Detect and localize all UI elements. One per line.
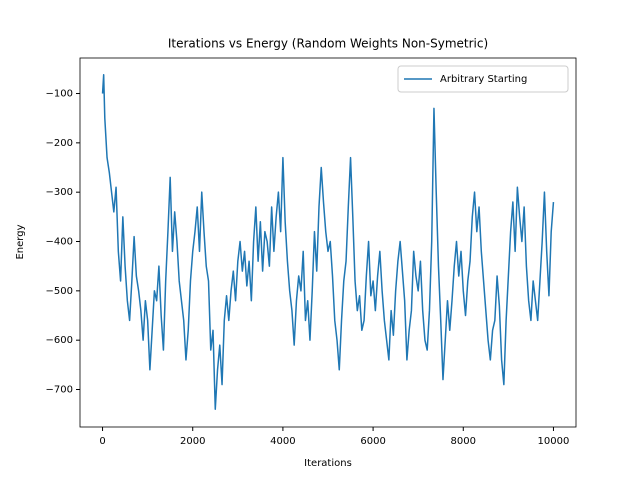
legend-box <box>397 65 569 93</box>
y-tick-label: −200 <box>46 138 73 149</box>
x-tick-label: 8000 <box>451 436 476 447</box>
x-tick-label: 10000 <box>538 436 570 447</box>
y-tick-label: −100 <box>46 89 73 100</box>
y-tick-label: −300 <box>46 187 73 198</box>
chart-title: Iterations vs Energy (Random Weights Non… <box>168 37 488 51</box>
y-tick-label: −500 <box>46 286 73 297</box>
y-tick-label: −600 <box>46 335 73 346</box>
data-line <box>101 74 555 410</box>
x-tick-label: 0 <box>99 436 105 447</box>
plot-frame <box>79 57 577 428</box>
x-tick-label: 2000 <box>180 436 205 447</box>
legend-label: Arbitrary Starting <box>440 74 527 85</box>
x-tick-label: 4000 <box>270 436 295 447</box>
y-axis-label: Energy <box>15 224 26 259</box>
x-tick-label: 6000 <box>360 436 385 447</box>
y-tick-label: −700 <box>46 385 73 396</box>
x-axis-label: Iterations <box>304 458 352 469</box>
y-tick-label: −400 <box>46 237 73 248</box>
